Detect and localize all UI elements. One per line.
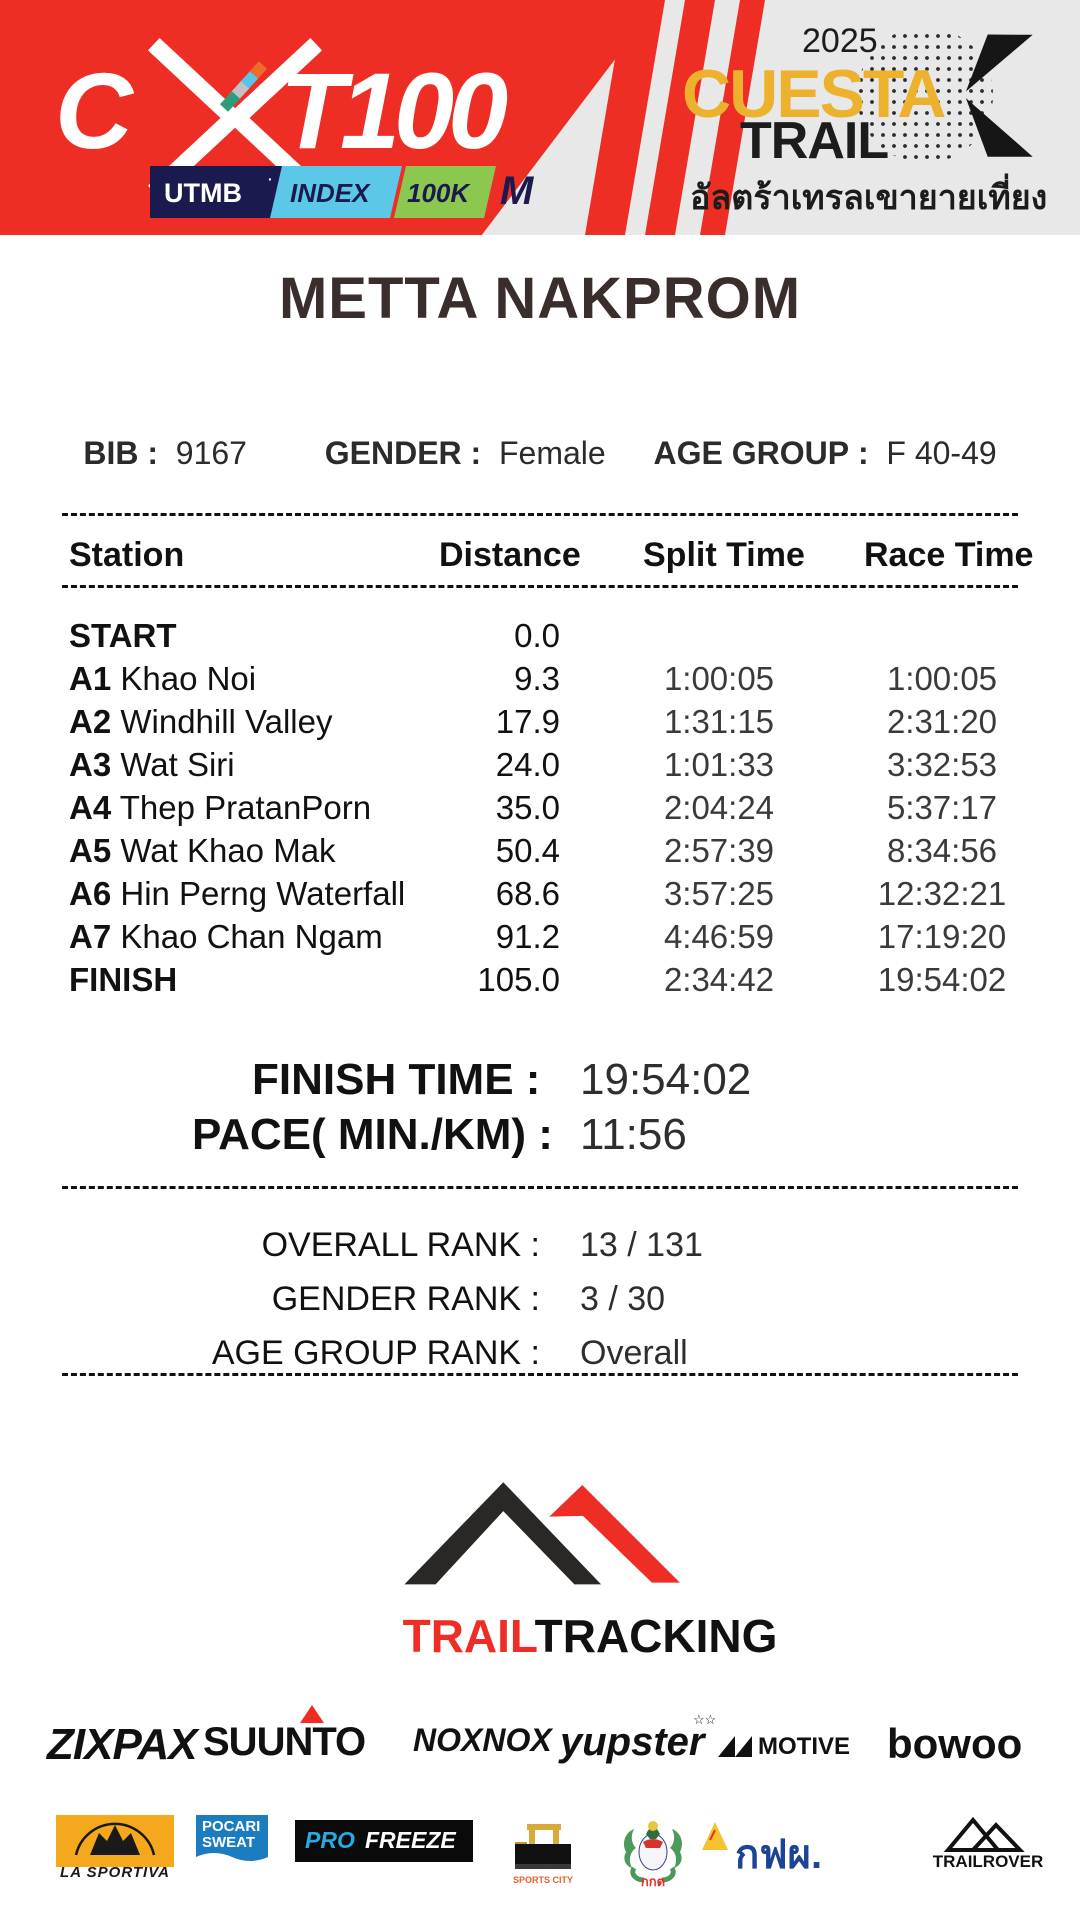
svg-text:TRAIL: TRAIL: [740, 112, 888, 170]
svg-text:M: M: [500, 169, 535, 213]
svg-text:อัลตร้าเทรลเขายายเที่ยง: อัลตร้าเทรลเขายายเที่ยง: [690, 173, 1047, 217]
svg-text:UTMB: UTMB: [164, 178, 242, 208]
svg-text:กกต: กกต: [641, 1874, 665, 1889]
svg-text:T100: T100: [280, 50, 508, 171]
svg-text:C: C: [55, 50, 135, 171]
svg-text:2025: 2025: [802, 22, 878, 60]
svg-text:100K: 100K: [407, 178, 471, 208]
svg-text:INDEX: INDEX: [290, 178, 371, 208]
svg-text:·: ·: [268, 171, 273, 187]
